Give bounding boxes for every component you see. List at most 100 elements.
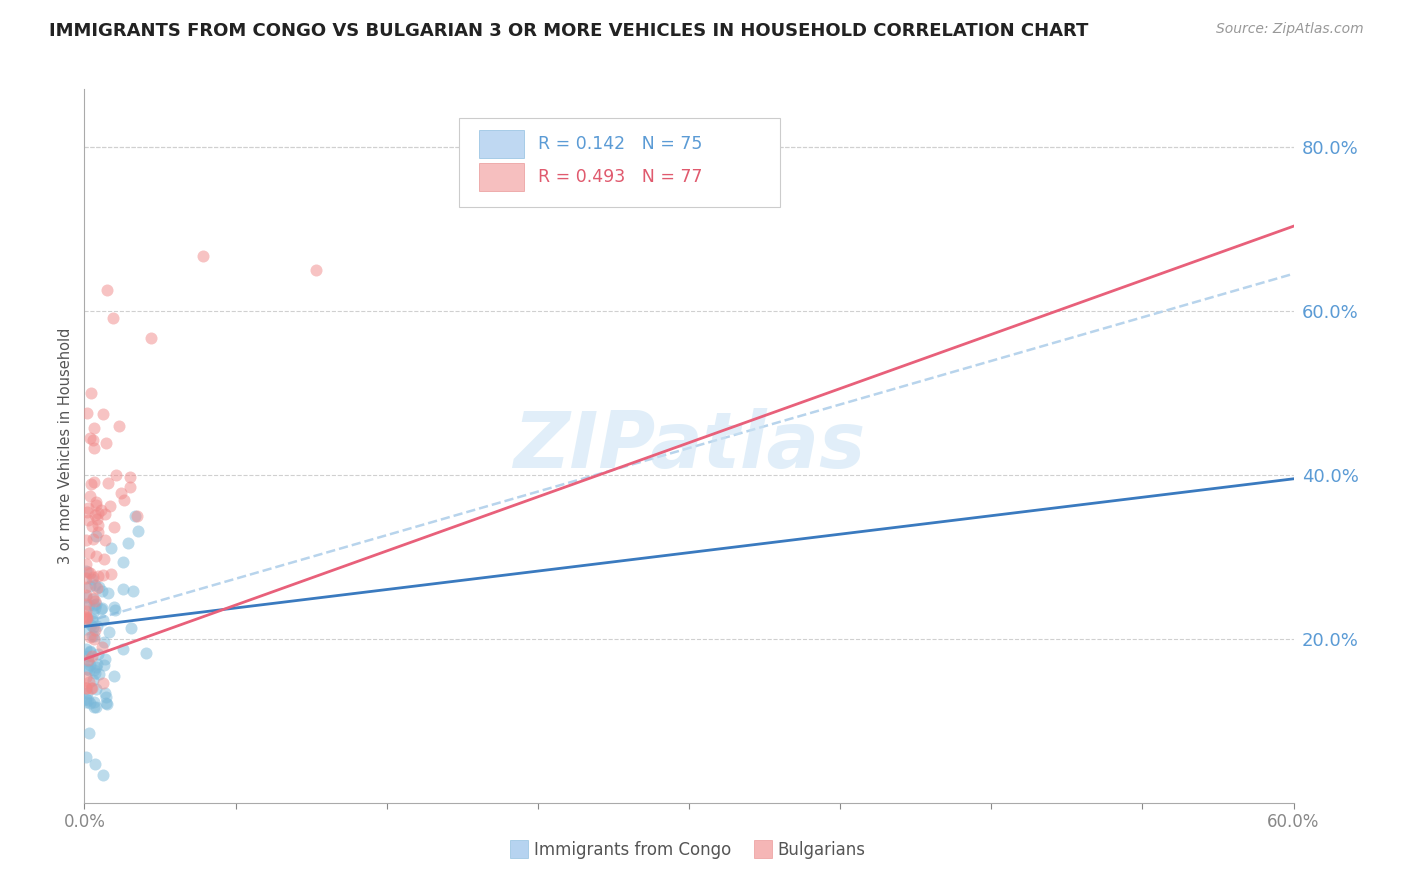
Point — [93, 551, 115, 566]
Point — [79, 599, 101, 613]
Point — [94, 696, 117, 710]
Point — [87, 647, 110, 661]
Point — [84, 529, 107, 543]
Point — [86, 581, 108, 595]
Point — [86, 511, 108, 525]
Point — [112, 582, 135, 596]
Point — [97, 476, 120, 491]
Point — [76, 663, 98, 677]
Point — [86, 569, 108, 583]
Point — [75, 681, 97, 695]
Point — [83, 664, 105, 678]
Point — [84, 597, 107, 611]
Point — [93, 657, 115, 672]
Point — [89, 667, 111, 681]
Point — [111, 642, 134, 657]
Point — [76, 611, 98, 625]
Point — [96, 697, 118, 711]
Point — [75, 670, 97, 684]
Point — [107, 418, 129, 433]
Point — [79, 489, 101, 503]
Point — [80, 681, 103, 695]
Point — [100, 541, 122, 555]
Point — [75, 588, 97, 602]
Point — [87, 518, 110, 533]
Point — [75, 571, 97, 585]
Point — [103, 599, 125, 614]
Point — [104, 603, 127, 617]
Point — [80, 476, 103, 491]
Point — [84, 681, 107, 696]
Point — [83, 578, 105, 592]
Point — [82, 649, 104, 664]
Point — [77, 546, 100, 560]
Point — [75, 597, 97, 611]
Point — [91, 584, 114, 599]
Point — [79, 566, 101, 580]
Point — [104, 467, 127, 482]
Point — [90, 503, 112, 517]
Point — [75, 609, 97, 624]
Text: IMMIGRANTS FROM CONGO VS BULGARIAN 3 OR MORE VEHICLES IN HOUSEHOLD CORRELATION C: IMMIGRANTS FROM CONGO VS BULGARIAN 3 OR … — [49, 22, 1088, 40]
Point — [84, 495, 107, 509]
Point — [94, 533, 117, 547]
Point — [79, 696, 101, 710]
Point — [86, 618, 108, 632]
Point — [127, 524, 149, 538]
Point — [76, 513, 98, 527]
Point — [98, 499, 121, 513]
Point — [91, 676, 114, 690]
Point — [82, 620, 104, 634]
Point — [75, 557, 97, 571]
Point — [83, 666, 105, 681]
Point — [91, 640, 114, 654]
Point — [82, 570, 104, 584]
Point — [82, 433, 104, 447]
Point — [112, 555, 135, 569]
Point — [93, 635, 115, 649]
Point — [76, 505, 98, 519]
Point — [75, 681, 97, 695]
Point — [83, 632, 105, 647]
Point — [77, 500, 100, 515]
Point — [77, 675, 100, 690]
Point — [75, 750, 97, 764]
Point — [82, 591, 104, 606]
Text: ZIPatlas: ZIPatlas — [513, 408, 865, 484]
Point — [97, 586, 120, 600]
Point — [83, 601, 105, 615]
Point — [82, 673, 104, 687]
Point — [87, 525, 110, 540]
Point — [94, 686, 117, 700]
Point — [84, 756, 107, 771]
Point — [75, 604, 97, 618]
Point — [83, 699, 105, 714]
Text: Source: ZipAtlas.com: Source: ZipAtlas.com — [1216, 22, 1364, 37]
Point — [103, 669, 125, 683]
Point — [80, 681, 103, 695]
Point — [90, 601, 112, 615]
Point — [75, 609, 97, 624]
Point — [91, 768, 114, 782]
Text: R = 0.142   N = 75: R = 0.142 N = 75 — [538, 136, 702, 153]
Point — [83, 629, 105, 643]
Point — [80, 572, 103, 586]
Point — [82, 519, 104, 533]
Point — [75, 623, 97, 637]
Point — [84, 594, 107, 608]
Point — [79, 658, 101, 673]
Point — [75, 580, 97, 594]
Point — [84, 549, 107, 564]
Point — [75, 590, 97, 604]
Point — [90, 601, 112, 615]
Point — [80, 614, 103, 628]
Point — [83, 421, 105, 435]
Point — [79, 430, 101, 444]
Point — [91, 407, 114, 421]
Point — [112, 492, 135, 507]
Point — [83, 441, 105, 455]
Point — [77, 664, 100, 678]
Point — [84, 498, 107, 512]
Point — [82, 532, 104, 546]
Point — [94, 652, 117, 666]
